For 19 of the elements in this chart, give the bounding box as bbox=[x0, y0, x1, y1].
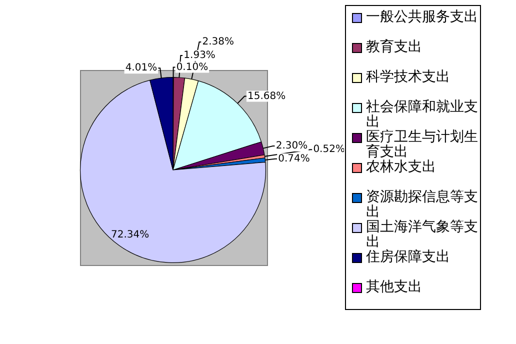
legend-label: 其他支出 bbox=[366, 279, 422, 295]
data-label: 2.38% bbox=[202, 36, 234, 48]
data-label: 0.74% bbox=[278, 154, 310, 165]
legend-label: 医疗卫生与计划生育支出 bbox=[366, 129, 478, 160]
legend-label: 社会保障和就业支出 bbox=[366, 99, 478, 130]
data-label: 1.93% bbox=[184, 50, 216, 62]
legend-label: 农林水支出 bbox=[366, 159, 436, 175]
legend-label: 住房保障支出 bbox=[366, 249, 450, 265]
legend-label: 一般公共服务支出 bbox=[366, 9, 478, 25]
data-label: 0.52% bbox=[313, 144, 345, 156]
data-label: 72.34% bbox=[111, 230, 150, 241]
legend-label: 科学技术支出 bbox=[366, 69, 450, 85]
data-label: 0.10% bbox=[176, 62, 208, 73]
legend-label: 教育支出 bbox=[366, 39, 422, 55]
data-label: 2.30% bbox=[276, 140, 308, 152]
legend-label: 资源勘探信息等支出 bbox=[366, 189, 478, 220]
legend-label: 国土海洋气象等支出 bbox=[366, 219, 478, 250]
data-label: 15.68% bbox=[247, 90, 286, 102]
data-label: 4.01% bbox=[125, 62, 158, 74]
